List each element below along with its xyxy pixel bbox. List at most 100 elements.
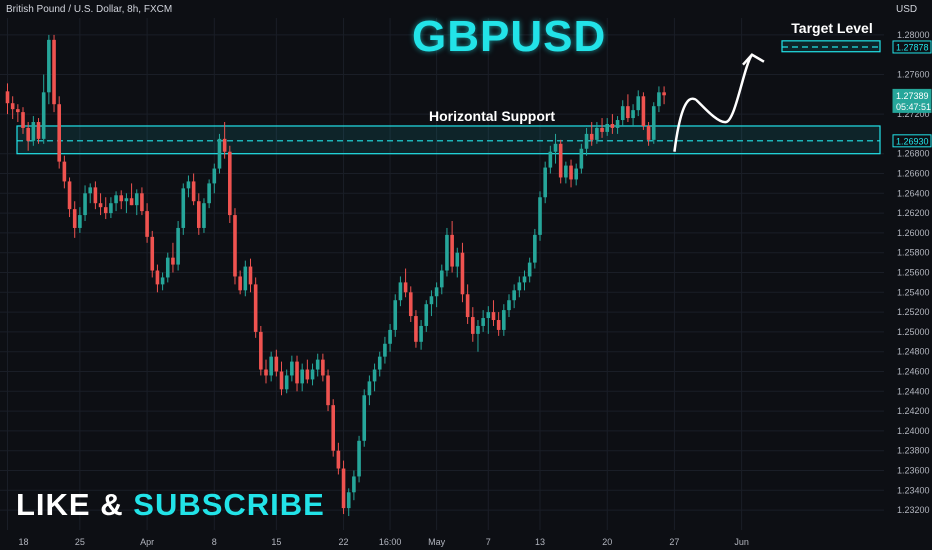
candle-body [626,106,630,119]
projection-arrowhead [742,53,765,66]
price-tick-label: 1.26000 [897,228,930,238]
candle-body [512,290,516,301]
candle-body [496,320,501,330]
candle-body [248,266,253,285]
candle-body [527,262,532,277]
candle-body [533,234,537,263]
candle-body [610,124,615,128]
candle-body [548,151,553,168]
candle-body [10,103,15,110]
candle-body [502,310,506,330]
candle-body [119,195,124,202]
price-label-countdown [892,99,932,113]
price-tick-label: 1.26600 [897,169,930,179]
candle-body [372,369,377,382]
candle-body [269,356,273,376]
price-tick-label: 1.27600 [897,70,930,80]
price-tick-label: 1.25600 [897,268,930,278]
candle-body [67,181,72,210]
candle-body [321,359,325,376]
candle-body [279,371,284,390]
candle-body [103,207,108,214]
time-tick-label: 25 [75,537,85,547]
candle-body [341,468,346,509]
candle-body [274,356,279,372]
target-zone [781,40,881,53]
support-zone [16,125,881,155]
candle-body [491,312,496,321]
candle-body [140,193,144,212]
candle-body [543,167,547,198]
price-axis[interactable]: 1.28000 1.27600 1.27200 1.26800 1.26600 1.264… [897,30,930,515]
price-tick-label: 1.25800 [897,248,930,258]
price-tick-label: 1.24400 [897,386,930,396]
candle-body [264,369,268,376]
candle-body [429,296,434,305]
price-tick-label: 1.25200 [897,307,930,317]
price-label-target [892,40,932,54]
candle-body [326,375,330,406]
candle-body [471,317,475,334]
candle-body [455,252,460,267]
price-tick-label: 1.24600 [897,367,930,377]
candle-body [331,405,336,451]
candle-body [600,127,604,132]
price-tick-label: 1.24200 [897,406,930,416]
candle-body [564,165,568,178]
candle-body [569,165,573,180]
time-tick-label: Apr [140,537,154,547]
candle-body [150,236,155,271]
time-tick-label: 13 [535,537,545,547]
candle-body [228,151,232,216]
candle-body [165,257,170,278]
time-tick-label: 27 [669,537,679,547]
candle-body [305,369,310,380]
time-tick-label: 22 [339,537,349,547]
symbol-title: British Pound / U.S. Dollar, 8h, FXCM [6,4,173,15]
candle-body [176,227,180,265]
time-tick-label: 20 [602,537,612,547]
candle-body [517,282,522,291]
price-tick-label: 1.25000 [897,327,930,337]
candle-body [181,188,186,228]
candle-body [52,39,56,105]
price-tick-label: 1.26200 [897,208,930,218]
currency-label: USD [896,4,918,15]
price-tick-label: 1.25400 [897,287,930,297]
candle-body [259,331,263,370]
candle-body [202,203,206,228]
candle-body [36,122,41,139]
candle-body [589,133,594,140]
candlestick-series [5,34,666,517]
candle-body [145,211,149,237]
time-tick-label: 16:00 [379,537,402,547]
candle-body [553,143,558,152]
candle-body [445,234,449,271]
candle-body [393,300,398,330]
time-axis[interactable]: 18 25 Apr 8 15 22 16:00 May 7 13 20 27 Jun [18,537,748,547]
candle-body [403,282,408,293]
time-tick-label: May [428,537,446,547]
candle-body [439,270,444,288]
candle-body [155,270,160,285]
candle-body [191,181,196,202]
price-tick-label: 1.23600 [897,466,930,476]
price-tick-label: 1.26400 [897,188,930,198]
candle-body [78,215,82,228]
candle-body [310,369,315,380]
candle-body [646,125,651,140]
candle-body [160,277,165,285]
candle-body [88,187,93,194]
candle-body [362,395,367,441]
candle-body [16,109,20,113]
candle-body [222,138,227,152]
candle-body [41,92,46,139]
candle-body [377,356,382,370]
projection-arrow [673,53,765,152]
candle-body [507,300,511,311]
price-tick-label: 1.24800 [897,347,930,357]
time-tick-label: Jun [734,537,749,547]
promo-amp: & [100,487,124,522]
